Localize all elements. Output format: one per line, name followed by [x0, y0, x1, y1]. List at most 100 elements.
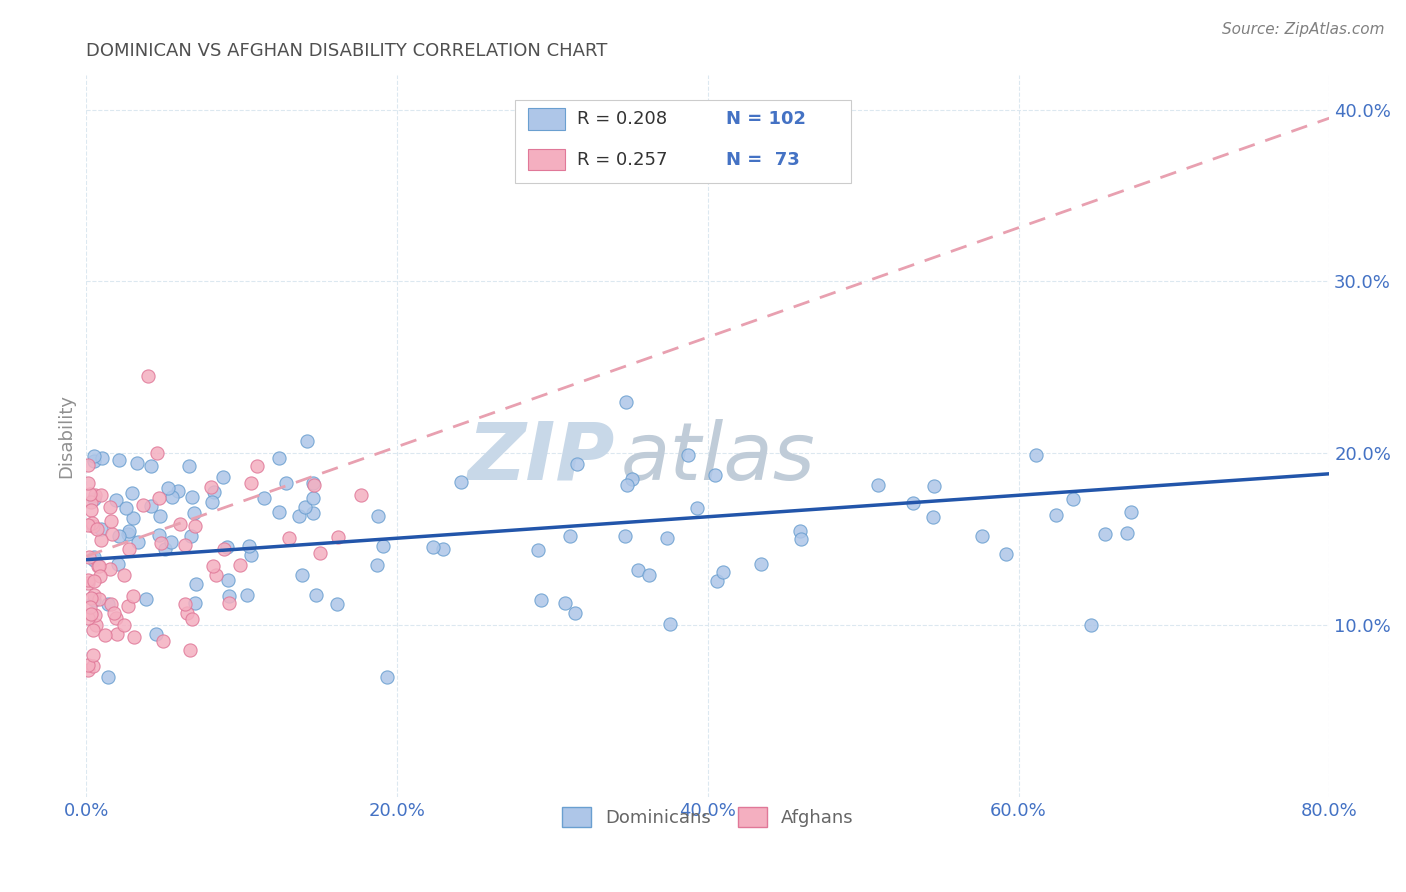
Point [789, 524, 811, 539]
Point [202, 559, 225, 574]
Point [215, 541, 238, 555]
Point [970, 529, 993, 543]
Point [530, 593, 553, 607]
Point [238, 539, 260, 553]
Legend: Dominicans, Afghans: Dominicans, Afghans [554, 799, 860, 835]
Point [87, 559, 110, 574]
FancyBboxPatch shape [527, 109, 565, 130]
Point [350, 488, 373, 502]
Point [108, 453, 131, 467]
Point [141, 499, 163, 513]
Point [202, 484, 225, 499]
Text: N =  73: N = 73 [727, 151, 800, 169]
Point [148, 528, 170, 542]
Point [105, 611, 128, 625]
Point [76, 575, 98, 590]
Point [118, 542, 141, 557]
Point [169, 516, 191, 531]
Point [179, 643, 201, 657]
Point [288, 509, 311, 524]
Point [184, 596, 207, 610]
Point [80, 516, 103, 530]
Point [83, 453, 105, 467]
Text: R = 0.208: R = 0.208 [578, 111, 668, 128]
Point [432, 541, 454, 556]
Point [114, 500, 136, 515]
Point [82, 648, 104, 662]
Point [76, 663, 98, 677]
Point [181, 611, 204, 625]
Point [924, 479, 946, 493]
Point [214, 542, 236, 557]
Point [87, 559, 110, 574]
Point [97, 597, 120, 611]
Point [200, 480, 222, 494]
Point [229, 558, 252, 572]
Point [98, 500, 121, 514]
Point [184, 577, 207, 591]
Point [77, 518, 100, 533]
Point [83, 588, 105, 602]
Point [554, 596, 576, 610]
Point [135, 591, 157, 606]
Point [686, 501, 709, 516]
Text: N = 102: N = 102 [727, 111, 807, 128]
Point [90, 533, 112, 547]
Point [107, 557, 129, 571]
Point [176, 606, 198, 620]
Point [83, 553, 105, 567]
Point [1080, 618, 1102, 632]
Point [627, 563, 650, 577]
Point [125, 456, 148, 470]
Point [98, 562, 121, 576]
Point [117, 526, 139, 541]
Point [217, 573, 239, 587]
Point [104, 493, 127, 508]
Point [1094, 527, 1116, 541]
Text: R = 0.257: R = 0.257 [578, 151, 668, 169]
Point [79, 607, 101, 621]
Point [218, 589, 240, 603]
Point [79, 495, 101, 509]
Point [866, 477, 889, 491]
Point [148, 491, 170, 505]
Point [253, 491, 276, 505]
Point [614, 394, 637, 409]
Point [138, 368, 160, 383]
Point [83, 449, 105, 463]
Point [218, 596, 240, 610]
Point [305, 588, 328, 602]
Point [903, 496, 925, 510]
Point [105, 627, 128, 641]
Point [84, 608, 107, 623]
Point [302, 507, 325, 521]
Y-axis label: Disability: Disability [58, 394, 75, 478]
Point [174, 597, 197, 611]
Point [122, 631, 145, 645]
Point [1116, 526, 1139, 541]
Point [235, 588, 257, 602]
Point [302, 491, 325, 505]
Point [132, 498, 155, 512]
Point [658, 617, 681, 632]
Point [267, 505, 290, 519]
Point [101, 527, 124, 541]
Point [302, 475, 325, 490]
Point [90, 488, 112, 502]
Point [704, 467, 727, 482]
Point [121, 485, 143, 500]
Point [76, 574, 98, 588]
Point [82, 624, 104, 638]
Point [94, 628, 117, 642]
Point [638, 568, 661, 582]
Point [621, 472, 644, 486]
Point [86, 523, 108, 537]
Point [560, 529, 582, 543]
Point [89, 591, 111, 606]
Text: DOMINICAN VS AFGHAN DISABILITY CORRELATION CHART: DOMINICAN VS AFGHAN DISABILITY CORRELATI… [86, 42, 607, 60]
Point [274, 475, 297, 490]
Point [1062, 492, 1084, 507]
Text: atlas: atlas [621, 418, 815, 497]
Point [166, 483, 188, 498]
Point [150, 536, 173, 550]
